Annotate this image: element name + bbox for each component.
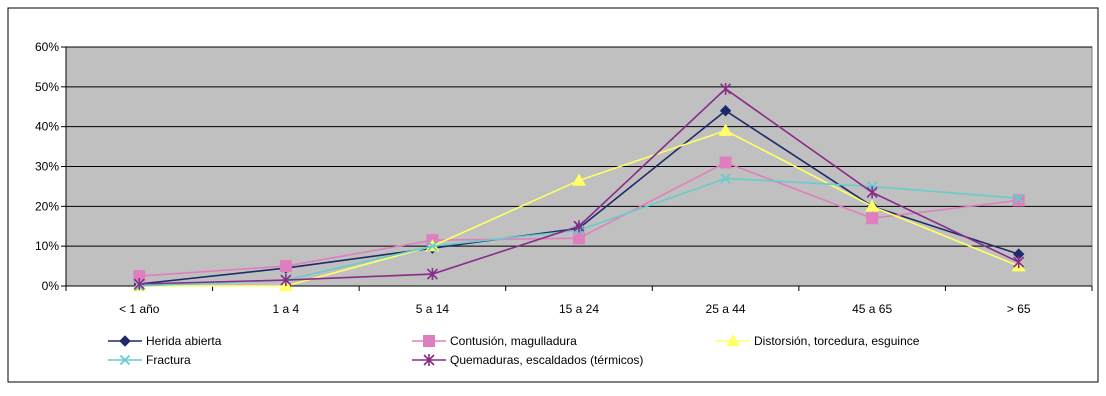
legend-item-herida-abierta: Herida abierta (108, 334, 222, 348)
data-point-quemaduras-escaldados-termicos (1013, 256, 1025, 269)
data-point-distorsion-torcedura-esguince (572, 173, 586, 186)
legend-item-contusion-magulladura: Contusión, magulladura (412, 334, 577, 348)
data-point-fractura (1013, 193, 1024, 204)
y-tick-label: 60% (35, 40, 59, 54)
x-tick-label: 25 a 44 (706, 302, 746, 316)
data-point-distorsion-torcedura-esguince (865, 199, 880, 212)
data-point-quemaduras-escaldados-termicos (280, 274, 292, 287)
legend-marker (119, 335, 131, 347)
y-tick-label: 10% (35, 239, 59, 253)
legend-item-fractura: Fractura (108, 353, 191, 367)
y-tick-label: 40% (35, 120, 59, 134)
x-tick-label: 45 a 65 (852, 302, 892, 316)
x-tick-label: > 65 (1007, 302, 1031, 316)
x-tick-label: 15 a 24 (559, 302, 599, 316)
gridlines (66, 46, 1092, 247)
data-point-contusion-magulladura (866, 212, 879, 225)
legend-item-quemaduras-escaldados-termicos: Quemaduras, escaldados (térmicos) (412, 353, 643, 367)
legend: Herida abierta Contusión, magulladura Dist… (108, 334, 920, 367)
y-tick-label: 0% (42, 279, 60, 293)
legend-marker (423, 335, 435, 347)
data-point-contusion-magulladura (719, 156, 732, 169)
data-point-quemaduras-escaldados-termicos (133, 278, 145, 291)
x-tick-label: < 1 año (119, 302, 160, 316)
legend-label: Fractura (146, 353, 191, 367)
legend-marker (423, 354, 435, 366)
y-tick-label: 20% (35, 199, 59, 213)
data-point-quemaduras-escaldados-termicos (866, 186, 878, 199)
data-point-quemaduras-escaldados-termicos (720, 82, 732, 95)
data-point-contusion-magulladura (573, 232, 585, 245)
x-tick-label: 5 a 14 (416, 302, 450, 316)
legend-label: Herida abierta (146, 334, 222, 348)
data-point-fractura (427, 241, 438, 252)
series-layer (132, 82, 1026, 292)
data-point-contusion-magulladura (133, 270, 146, 283)
x-tick-label: 1 a 4 (273, 302, 300, 316)
data-point-contusion-magulladura (279, 260, 292, 273)
legend-label: Distorsión, torcedura, esguince (754, 334, 920, 348)
data-point-quemaduras-escaldados-termicos (426, 268, 438, 281)
legend-label: Quemaduras, escaldados (térmicos) (450, 353, 643, 367)
data-point-quemaduras-escaldados-termicos (573, 220, 585, 233)
data-point-distorsion-torcedura-esguince (718, 123, 733, 136)
data-point-fractura (720, 173, 731, 184)
y-tick-label: 30% (35, 160, 59, 174)
legend-marker (726, 334, 740, 347)
series-quemaduras-escaldados-termicos (133, 82, 1025, 291)
y-tick-label: 50% (35, 80, 59, 94)
axes: 0% 10% 20% 30% 40% 50% 60% < 1 año 1 a 4 5 a 14 15… (35, 40, 1093, 316)
data-point-herida-abierta (719, 105, 732, 117)
legend-label: Contusión, magulladura (450, 334, 577, 348)
legend-item-distorsion-torcedura-esguince: Distorsión, torcedura, esguince (716, 334, 920, 348)
data-point-contusion-magulladura (1012, 194, 1025, 207)
legend-marker (119, 354, 131, 366)
